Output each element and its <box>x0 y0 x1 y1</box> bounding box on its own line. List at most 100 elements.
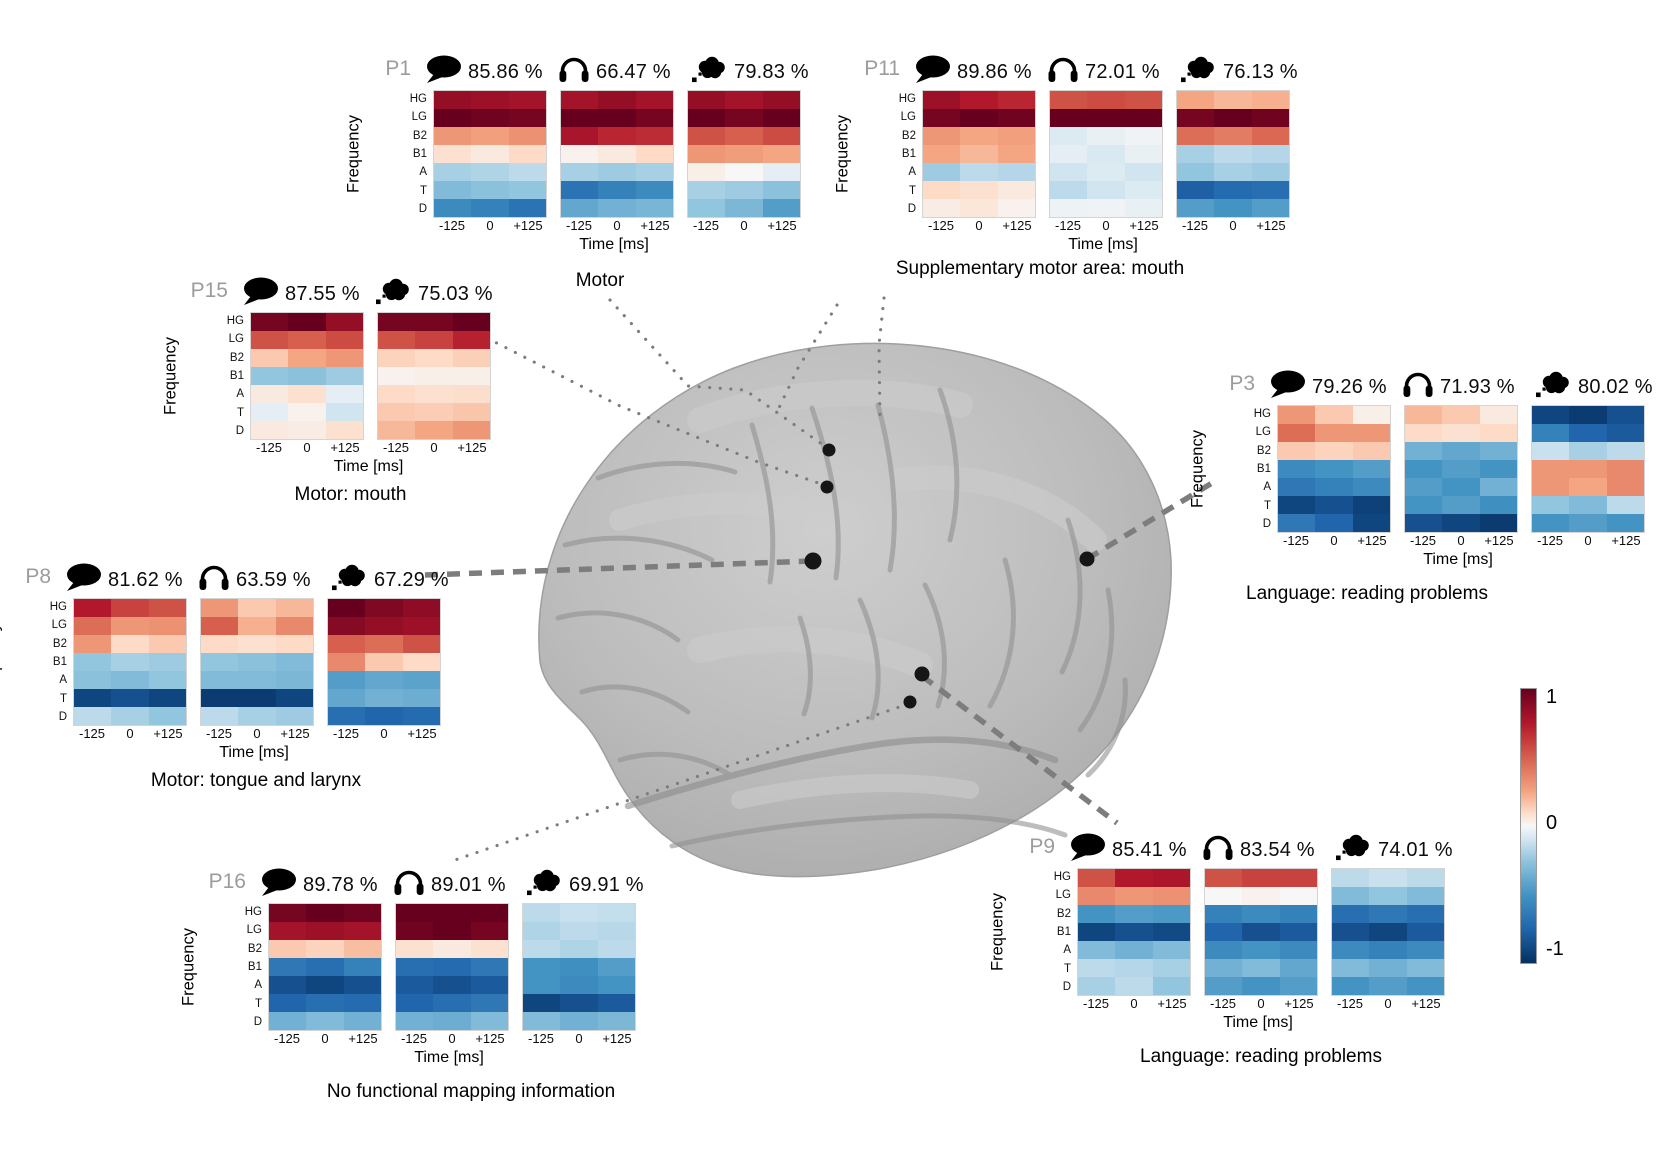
frequency-tick: D <box>1062 980 1071 993</box>
time-ticks-row: -125 0 +125 -125 0 +125 <box>250 440 495 458</box>
time-ticks: -125 0 +125 <box>522 1031 636 1049</box>
time-ticks: -125 0 +125 <box>250 440 364 458</box>
heatmap-cell <box>1251 181 1289 199</box>
heatmap-row <box>328 653 440 671</box>
heatmap-cell <box>1479 460 1517 478</box>
speech-bubble-icon <box>260 868 297 903</box>
heatmap-cell <box>597 958 635 976</box>
heatmap-row <box>688 181 800 199</box>
heatmap-cell <box>1242 887 1280 905</box>
heatmap-cell <box>1442 514 1480 532</box>
time-tick: 0 <box>380 726 388 741</box>
heatmap-row <box>1078 941 1190 959</box>
heatmap-cell <box>762 199 800 217</box>
heatmap-row <box>1177 199 1289 217</box>
heatmap-cell <box>1315 514 1353 532</box>
frequency-tick: LG <box>51 619 67 632</box>
time-ticks-row: -125 0 +125 -125 0 +125 -125 0 +125 <box>73 726 451 744</box>
heatmap-cell <box>1251 199 1289 217</box>
heatmap-cell <box>1177 109 1215 127</box>
heatmap-row <box>1177 127 1289 145</box>
heatmap-cell <box>560 922 598 940</box>
heatmap-cell <box>306 922 344 940</box>
electrode-dot <box>914 666 930 682</box>
heatmap-cell <box>111 671 149 689</box>
heatmap-cell <box>415 403 453 421</box>
heatmap-row <box>251 331 363 349</box>
heatmap-row <box>1205 905 1317 923</box>
heatmap-cell <box>433 904 471 922</box>
heatmap-cell <box>111 707 149 725</box>
heatmap-cell <box>148 599 186 617</box>
heatmap-row <box>923 127 1035 145</box>
heatmap-cell <box>452 421 490 439</box>
patient-label: P11 <box>864 57 900 80</box>
heatmap <box>250 312 364 440</box>
heatmap-cell <box>1078 977 1116 995</box>
heatmap-cell <box>960 145 998 163</box>
heatmap-cell <box>325 349 363 367</box>
heatmap-cell <box>523 1012 561 1030</box>
heatmap-cell <box>1569 514 1607 532</box>
time-ticks: -125 0 +125 <box>395 1031 509 1049</box>
heatmap-cell <box>365 653 403 671</box>
time-tick: -125 <box>1082 996 1110 1011</box>
heatmap-row <box>251 403 363 421</box>
time-ticks: -125 0 +125 <box>1077 996 1191 1014</box>
heatmap-cell <box>1406 869 1444 887</box>
heatmap <box>1049 90 1163 218</box>
heatmap-cell <box>251 367 289 385</box>
heatmap-row <box>74 653 186 671</box>
time-ticks-row: -125 0 +125 -125 0 +125 -125 0 +125 <box>1077 996 1455 1014</box>
heatmap-cell <box>997 109 1035 127</box>
frequency-tick: B1 <box>229 369 244 382</box>
speech-bubble-icon <box>914 55 951 90</box>
heatmap-cell <box>378 385 416 403</box>
heatmap-cell <box>1315 442 1353 460</box>
heatmap-row <box>1332 977 1444 995</box>
heatmap-row <box>923 163 1035 181</box>
heatmap-cell <box>1406 959 1444 977</box>
heatmap-cell <box>201 689 239 707</box>
heatmap-cell <box>1569 406 1607 424</box>
heatmap-row <box>1532 424 1644 442</box>
task-accuracy: 81.62 % <box>108 569 183 591</box>
headphones-icon <box>1402 370 1434 405</box>
heatmap-cell <box>1050 199 1088 217</box>
frequency-tick: D <box>418 202 427 215</box>
heatmap-cell <box>1332 959 1370 977</box>
heatmap-cell <box>1205 977 1243 995</box>
heatmap-row <box>1078 869 1190 887</box>
frequency-tick: LG <box>228 333 244 346</box>
heatmap-row <box>1205 941 1317 959</box>
heatmap <box>1531 405 1645 533</box>
time-tick: +125 <box>1357 533 1387 548</box>
frequency-tick: A <box>59 674 67 687</box>
heatmap-cell <box>635 181 673 199</box>
heatmap-cell <box>269 994 307 1012</box>
heatmap-cell <box>365 671 403 689</box>
heatmap-cell <box>1606 406 1644 424</box>
heatmap-cell <box>434 181 472 199</box>
heatmap-row <box>201 707 313 725</box>
speech-bubble-icon <box>242 277 279 312</box>
frequency-tick: HG <box>244 906 262 919</box>
task-header: 69.91 % <box>526 868 646 903</box>
heatmap-cell <box>470 940 508 958</box>
heatmap-row <box>1332 887 1444 905</box>
time-tick: +125 <box>475 1031 505 1046</box>
task-accuracy: 71.93 % <box>1440 376 1515 398</box>
heatmap-row <box>378 313 490 331</box>
time-tick: -125 <box>565 218 593 233</box>
heatmap-cell <box>1278 442 1316 460</box>
heatmap-row <box>74 617 186 635</box>
heatmap-cell <box>1152 869 1190 887</box>
task-accuracy: 75.03 % <box>418 283 493 305</box>
heatmap-cell <box>1315 424 1353 442</box>
heatmap-cell <box>201 653 239 671</box>
frequency-tick: B1 <box>52 655 67 668</box>
time-axis-label: Time [ms] <box>333 458 404 475</box>
heatmap-row <box>1332 941 1444 959</box>
heatmap-cell <box>923 145 961 163</box>
heatmap-cell <box>378 331 416 349</box>
